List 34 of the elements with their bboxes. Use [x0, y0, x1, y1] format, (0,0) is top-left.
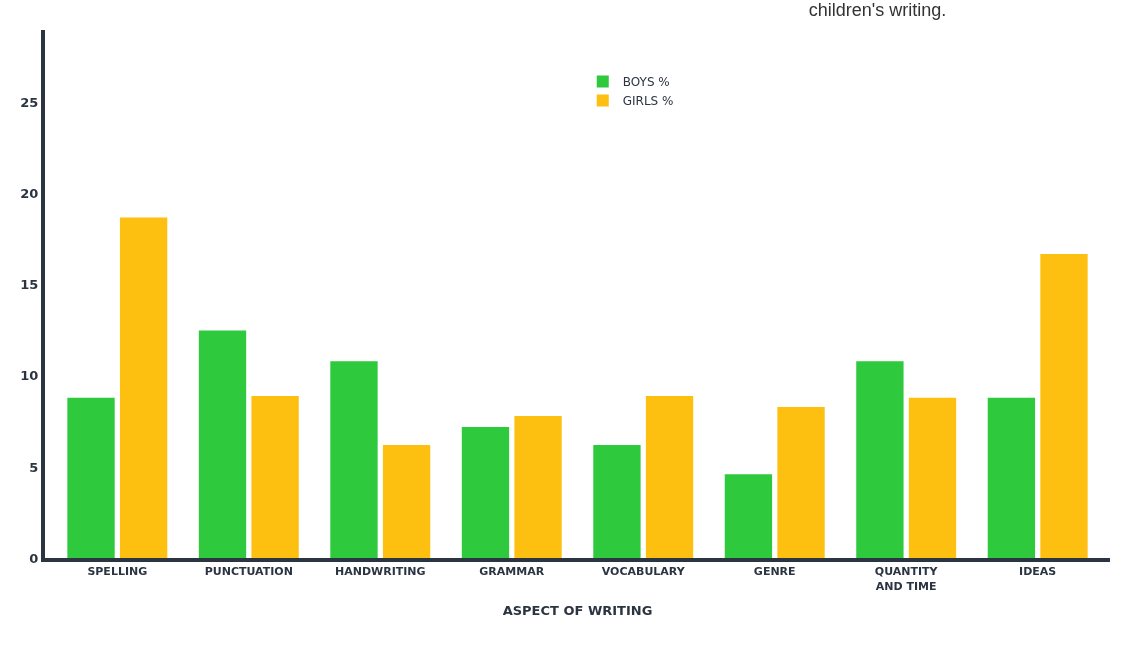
y-tick-label: 5	[29, 459, 39, 475]
legend-label: BOYS %	[622, 75, 670, 90]
bar	[514, 415, 562, 558]
x-tick-label: HANDWRITING	[334, 565, 426, 579]
bar	[593, 445, 641, 558]
x-tick-label: VOCABULARY	[601, 565, 686, 579]
bar	[67, 397, 115, 558]
x-tick-label: QUANTITY AND TIME	[874, 565, 939, 593]
bar	[461, 426, 510, 558]
bar	[987, 397, 1036, 558]
x-tick-label: GRAMMAR	[479, 565, 545, 579]
chart-title: children's writing.	[808, 0, 947, 20]
legend-label: GIRLS %	[622, 94, 674, 109]
bar	[777, 406, 825, 558]
y-tick-label: 0	[29, 550, 39, 566]
bar	[198, 330, 247, 558]
x-axis-title: ASPECT OF WRITING	[502, 602, 653, 618]
bar	[382, 445, 431, 558]
y-tick-label: 25	[20, 95, 39, 111]
bar	[724, 474, 773, 558]
bar	[1040, 253, 1088, 558]
bar	[908, 397, 957, 558]
x-tick-label: PUNCTUATION	[204, 565, 293, 579]
x-tick-label: GENRE	[753, 565, 796, 579]
bar	[645, 395, 694, 558]
y-tick-label: 15	[20, 277, 39, 293]
bar	[251, 395, 299, 558]
bar	[856, 361, 904, 558]
y-tick-label: 20	[20, 186, 39, 202]
bar	[330, 361, 378, 558]
bar	[119, 217, 168, 558]
y-tick-label: 10	[20, 368, 39, 384]
x-tick-label: SPELLING	[87, 565, 148, 579]
x-tick-label: IDEAS	[1019, 565, 1057, 579]
